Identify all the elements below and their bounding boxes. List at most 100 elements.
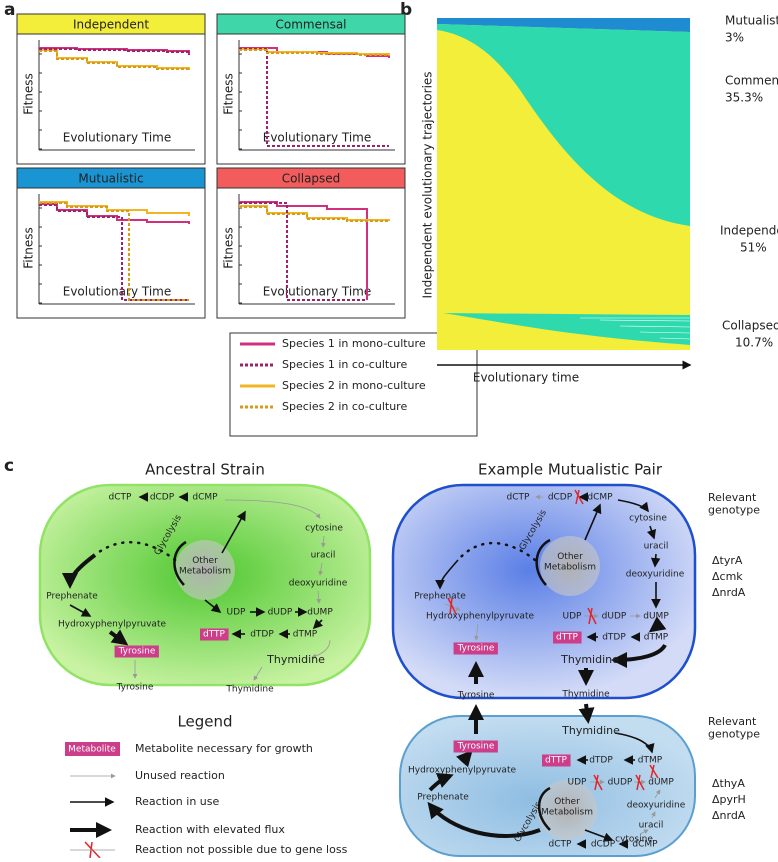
metabolite: dTDP xyxy=(602,633,626,643)
legend-text: Reaction not possible due to gene loss xyxy=(135,843,348,856)
y-axis-label: Fitness xyxy=(22,227,36,269)
cell-title: Example Mutualistic Pair xyxy=(478,461,663,479)
metabolite: dUMP xyxy=(648,778,674,788)
metabolite: dCMP xyxy=(192,493,218,503)
metabolite: uracil xyxy=(311,551,336,561)
metabolite: Hydroxyphenylpyruvate xyxy=(58,620,166,630)
x-axis-label: Evolutionary Time xyxy=(263,131,372,145)
y-axis-label: Fitness xyxy=(222,227,236,269)
metabolite: Thymidine xyxy=(561,690,610,700)
metabolite: dTMP xyxy=(293,630,318,640)
genotype: ΔnrdA xyxy=(712,586,746,599)
metabolite: Tyrosine xyxy=(457,691,495,701)
metabolite: UDP xyxy=(568,778,588,788)
metabolite: dTTP xyxy=(556,633,579,643)
genotype: Δcmk xyxy=(712,570,743,583)
metabolite: Thymidine xyxy=(266,653,325,666)
x-axis-label: Evolutionary time xyxy=(473,371,579,385)
legend-key: Metabolite xyxy=(68,745,116,755)
legend-entry: Species 2 in mono-culture xyxy=(282,379,426,392)
metabolite: dCDP xyxy=(591,840,616,850)
metabolite: dTDP xyxy=(250,630,274,640)
panel-label: a xyxy=(4,0,15,20)
group-share: 10.7% xyxy=(735,336,773,350)
metabolite: cytosine xyxy=(305,524,343,534)
metabolite: Prephenate xyxy=(417,793,469,803)
metabolite: cytosine xyxy=(629,514,667,524)
metabolite: Hydroxyphenylpyruvate xyxy=(426,612,534,622)
metabolite: dUDP xyxy=(602,612,627,622)
metabolite: Hydroxyphenylpyruvate xyxy=(408,766,516,776)
metabolite: UDP xyxy=(563,612,583,622)
fitness-plot: Collapsed Fitness Evolutionary Time xyxy=(217,168,405,318)
metabolite: dUMP xyxy=(643,612,669,622)
metabolite: UDP xyxy=(227,608,247,618)
metabolite: dUMP xyxy=(307,608,333,618)
group-name: Commensal xyxy=(725,74,778,88)
genotype: ΔthyA xyxy=(712,777,745,790)
genotype: ΔpyrH xyxy=(712,793,746,806)
group-share: 3% xyxy=(725,31,744,45)
metabolite: dCMP xyxy=(587,493,613,503)
legend-entry: Species 1 in co-culture xyxy=(282,358,407,371)
metabolite: dUDP xyxy=(268,608,293,618)
y-axis-label: Independent evolutionary trajectories xyxy=(421,71,435,298)
metabolite: Prephenate xyxy=(46,592,98,602)
legend-title: Legend xyxy=(177,713,232,731)
metabolite: Thymidine xyxy=(225,685,274,695)
metabolite: deoxyuridine xyxy=(626,570,685,580)
metabolite: Thymidine xyxy=(560,653,619,666)
metabolite: Prephenate xyxy=(414,592,466,602)
metabolite: uracil xyxy=(639,821,664,831)
metabolite: dTTP xyxy=(203,630,226,640)
metabolite: dTTP xyxy=(545,756,568,766)
plot-title: Collapsed xyxy=(282,172,341,186)
plot-title: Mutualistic xyxy=(78,172,143,186)
metabolite: Tyrosine xyxy=(457,742,495,752)
metabolite: dCMP xyxy=(632,840,658,850)
metabolite: Tyrosine xyxy=(116,683,154,693)
group-name: Collapsed xyxy=(722,319,778,333)
legend-text: Metabolite necessary for growth xyxy=(135,742,313,755)
x-axis-label: Evolutionary Time xyxy=(263,285,372,299)
metabolite: dUDP xyxy=(608,778,633,788)
metabolite: Tyrosine xyxy=(118,647,156,657)
genotype: ΔnrdA xyxy=(712,809,746,822)
legend-text: Reaction with elevated flux xyxy=(135,823,285,836)
metabolite: Thymidine xyxy=(561,724,620,737)
y-axis-label: Fitness xyxy=(222,73,236,115)
group-share: 51% xyxy=(740,241,767,255)
plot-title: Independent xyxy=(73,18,149,32)
plot-title: Commensal xyxy=(275,18,346,32)
panel-b: Independent evolutionary trajectories Ev… xyxy=(421,14,778,385)
metabolite: dTMP xyxy=(644,633,669,643)
metabolite: dCDP xyxy=(150,493,175,503)
group-name: Mutualistic xyxy=(725,14,778,28)
metabolite: uracil xyxy=(644,542,669,552)
group-share: 35.3% xyxy=(725,91,763,105)
group-name: Independent xyxy=(720,224,778,238)
fitness-plot: Commensal Fitness Evolutionary Time xyxy=(217,14,405,164)
metabolite: dCTP xyxy=(549,840,572,850)
metabolite: dCDP xyxy=(548,493,573,503)
metabolite: Tyrosine xyxy=(457,644,495,654)
metabolite: dTDP xyxy=(589,756,613,766)
legend-text: Reaction in use xyxy=(135,795,219,808)
metabolite: dTMP xyxy=(638,756,663,766)
metabolite: dCTP xyxy=(109,493,132,503)
y-axis-label: Fitness xyxy=(22,73,36,115)
genotype: ΔtyrA xyxy=(712,554,743,567)
metabolite: deoxyuridine xyxy=(627,801,686,811)
legend-text: Unused reaction xyxy=(135,769,225,782)
legend-entry: Species 1 in mono-culture xyxy=(282,337,426,350)
panel-label: c xyxy=(4,456,14,476)
cell-title: Ancestral Strain xyxy=(145,461,265,479)
metabolite: deoxyuridine xyxy=(289,579,348,589)
legend-entry: Species 2 in co-culture xyxy=(282,400,407,413)
